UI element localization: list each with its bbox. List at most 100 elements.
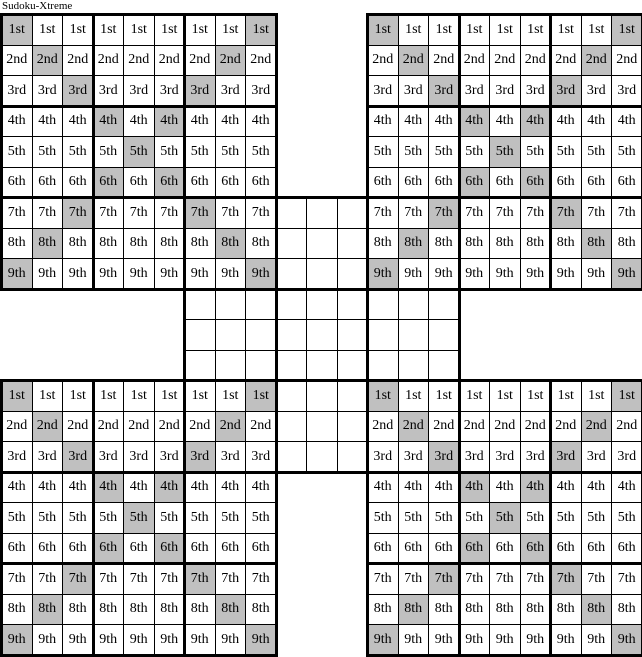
top-left-cell[interactable]: 6th [62, 166, 94, 198]
center-cell[interactable] [367, 349, 399, 381]
center-cell[interactable] [336, 227, 368, 259]
top-right-cell[interactable]: 7th [550, 197, 582, 229]
bottom-right-cell[interactable]: 1st [489, 380, 521, 412]
bottom-right-cell[interactable]: 9th [458, 624, 490, 656]
top-left-cell[interactable]: 1st [245, 14, 277, 46]
top-left-cell[interactable]: 6th [184, 166, 216, 198]
top-right-cell[interactable]: 4th [428, 105, 460, 137]
top-left-cell[interactable]: 4th [184, 105, 216, 137]
bottom-left-cell[interactable]: 6th [245, 532, 277, 564]
bottom-left-cell[interactable]: 8th [123, 593, 155, 625]
bottom-left-cell[interactable]: 6th [92, 532, 124, 564]
top-left-cell[interactable]: 1st [31, 14, 63, 46]
bottom-left-cell[interactable]: 1st [153, 380, 185, 412]
bottom-left-cell[interactable]: 8th [214, 593, 246, 625]
top-left-cell[interactable]: 9th [1, 258, 33, 290]
top-right-cell[interactable]: 9th [550, 258, 582, 290]
bottom-right-cell[interactable]: 7th [580, 563, 612, 595]
top-left-cell[interactable]: 9th [245, 258, 277, 290]
top-left-cell[interactable]: 3rd [62, 75, 94, 107]
top-left-cell[interactable]: 3rd [92, 75, 124, 107]
bottom-left-cell[interactable]: 1st [1, 380, 33, 412]
bottom-left-cell[interactable]: 6th [1, 532, 33, 564]
bottom-left-cell[interactable]: 3rd [1, 441, 33, 473]
top-left-cell[interactable]: 5th [153, 136, 185, 168]
bottom-left-cell[interactable]: 4th [153, 471, 185, 503]
bottom-right-cell[interactable]: 3rd [489, 441, 521, 473]
bottom-left-cell[interactable]: 5th [92, 502, 124, 534]
top-left-cell[interactable]: 2nd [123, 44, 155, 76]
top-right-cell[interactable]: 8th [428, 227, 460, 259]
top-left-cell[interactable]: 7th [123, 197, 155, 229]
bottom-right-cell[interactable]: 5th [519, 502, 551, 534]
bottom-left-cell[interactable]: 6th [184, 532, 216, 564]
bottom-right-cell[interactable]: 2nd [397, 410, 429, 442]
top-right-cell[interactable]: 5th [367, 136, 399, 168]
bottom-right-cell[interactable]: 5th [489, 502, 521, 534]
top-right-cell[interactable]: 3rd [458, 75, 490, 107]
bottom-left-cell[interactable]: 3rd [214, 441, 246, 473]
top-right-cell[interactable]: 5th [458, 136, 490, 168]
top-right-cell[interactable]: 3rd [550, 75, 582, 107]
bottom-left-cell[interactable]: 4th [62, 471, 94, 503]
top-right-cell[interactable]: 8th [611, 227, 642, 259]
top-right-cell[interactable]: 6th [611, 166, 642, 198]
bottom-left-cell[interactable]: 4th [1, 471, 33, 503]
top-left-cell[interactable]: 8th [153, 227, 185, 259]
top-left-cell[interactable]: 6th [153, 166, 185, 198]
top-left-cell[interactable]: 1st [1, 14, 33, 46]
top-right-cell[interactable]: 7th [611, 197, 642, 229]
bottom-left-cell[interactable]: 4th [214, 471, 246, 503]
bottom-left-cell[interactable]: 3rd [184, 441, 216, 473]
top-right-cell[interactable]: 9th [397, 258, 429, 290]
bottom-right-cell[interactable]: 8th [367, 593, 399, 625]
bottom-right-cell[interactable]: 6th [458, 532, 490, 564]
top-left-cell[interactable]: 8th [184, 227, 216, 259]
top-right-cell[interactable]: 1st [580, 14, 612, 46]
center-cell[interactable] [336, 380, 368, 412]
bottom-right-cell[interactable]: 5th [580, 502, 612, 534]
top-left-cell[interactable]: 8th [214, 227, 246, 259]
top-left-cell[interactable]: 2nd [62, 44, 94, 76]
top-right-cell[interactable]: 6th [519, 166, 551, 198]
top-left-cell[interactable]: 7th [62, 197, 94, 229]
bottom-right-cell[interactable]: 6th [611, 532, 642, 564]
bottom-left-cell[interactable]: 5th [214, 502, 246, 534]
center-cell[interactable] [245, 288, 277, 320]
bottom-right-cell[interactable]: 8th [580, 593, 612, 625]
bottom-right-cell[interactable]: 5th [428, 502, 460, 534]
bottom-right-cell[interactable]: 7th [489, 563, 521, 595]
bottom-right-cell[interactable]: 9th [367, 624, 399, 656]
bottom-left-cell[interactable]: 6th [214, 532, 246, 564]
bottom-left-cell[interactable]: 2nd [1, 410, 33, 442]
bottom-left-cell[interactable]: 1st [184, 380, 216, 412]
bottom-left-cell[interactable]: 7th [184, 563, 216, 595]
top-right-cell[interactable]: 9th [367, 258, 399, 290]
center-cell[interactable] [336, 441, 368, 473]
bottom-right-cell[interactable]: 4th [458, 471, 490, 503]
bottom-right-cell[interactable]: 8th [550, 593, 582, 625]
top-left-cell[interactable]: 2nd [31, 44, 63, 76]
bottom-left-cell[interactable]: 7th [92, 563, 124, 595]
bottom-left-cell[interactable]: 5th [184, 502, 216, 534]
top-left-cell[interactable]: 2nd [1, 44, 33, 76]
bottom-left-cell[interactable]: 9th [153, 624, 185, 656]
center-cell[interactable] [306, 349, 338, 381]
top-left-cell[interactable]: 7th [214, 197, 246, 229]
center-cell[interactable] [275, 197, 307, 229]
top-left-cell[interactable]: 7th [92, 197, 124, 229]
top-right-cell[interactable]: 9th [489, 258, 521, 290]
bottom-right-cell[interactable]: 1st [611, 380, 642, 412]
top-right-cell[interactable]: 6th [428, 166, 460, 198]
top-right-cell[interactable]: 6th [367, 166, 399, 198]
bottom-right-cell[interactable]: 4th [397, 471, 429, 503]
bottom-left-cell[interactable]: 8th [245, 593, 277, 625]
center-cell[interactable] [214, 319, 246, 351]
top-right-cell[interactable]: 8th [550, 227, 582, 259]
bottom-right-cell[interactable]: 6th [489, 532, 521, 564]
bottom-left-cell[interactable]: 5th [62, 502, 94, 534]
bottom-left-cell[interactable]: 2nd [153, 410, 185, 442]
top-left-cell[interactable]: 7th [153, 197, 185, 229]
bottom-left-cell[interactable]: 8th [31, 593, 63, 625]
bottom-left-cell[interactable]: 2nd [92, 410, 124, 442]
